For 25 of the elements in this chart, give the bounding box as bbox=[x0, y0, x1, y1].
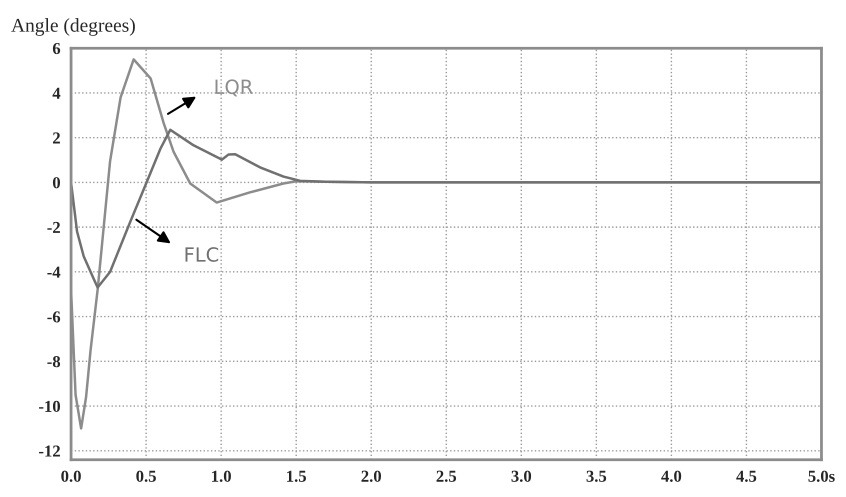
y-tick-label: 6 bbox=[52, 42, 60, 54]
x-tick-label: 4.5 bbox=[736, 470, 756, 482]
text: FLC bbox=[186, 247, 218, 262]
y-tick-label: -4 bbox=[47, 266, 60, 278]
x-tick-label: 2.5 bbox=[436, 470, 456, 482]
x-tick-label: 0.0 bbox=[61, 470, 81, 482]
x-tick-label: 1.5 bbox=[287, 470, 306, 482]
y-tick-label: -10 bbox=[39, 400, 60, 412]
text: LQR bbox=[216, 79, 253, 96]
y-tick-label: -2 bbox=[47, 222, 60, 233]
y-tick-label: 4 bbox=[52, 88, 60, 99]
y-tick-label: -6 bbox=[47, 311, 60, 323]
y-tick-label: -8 bbox=[47, 356, 60, 368]
x-tick-label: 2.0 bbox=[362, 470, 382, 482]
x-tick-label: 3.5 bbox=[586, 470, 606, 482]
x-tick-label: 0.5 bbox=[136, 470, 156, 482]
y-axis-title: Angle (degrees) bbox=[11, 18, 135, 36]
line-series bbox=[71, 128, 822, 289]
x-tick-label: 5.0s bbox=[808, 470, 835, 482]
y-tick-label: 2 bbox=[53, 132, 60, 144]
x-tick-label: 1.0 bbox=[212, 470, 231, 482]
y-tick-label: -12 bbox=[39, 446, 60, 457]
y-tick-label: 0 bbox=[52, 177, 60, 188]
x-tick-label: 4.0 bbox=[661, 470, 682, 482]
x-tick-label: 3.0 bbox=[512, 470, 532, 482]
